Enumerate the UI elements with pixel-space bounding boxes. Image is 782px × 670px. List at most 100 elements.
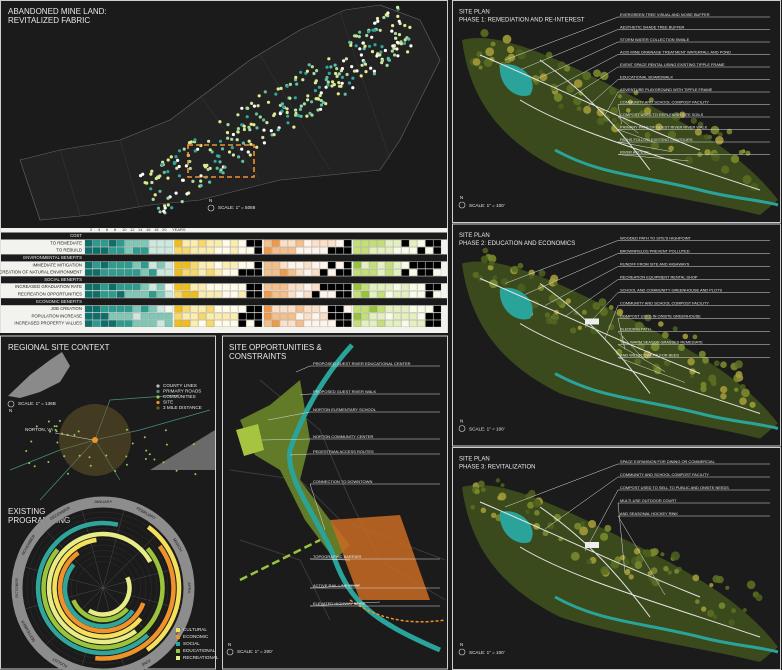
community-dot [143,436,146,439]
matrix-cell [148,320,157,327]
mine-site-dot [306,94,310,98]
mine-site-dot [141,172,145,176]
community-dot [28,462,31,465]
mine-site-dot [380,61,384,65]
matrix-cell [206,269,215,276]
phase-label: PRIMARY PATH OF GUEST RIVER RIVER WALK [620,125,708,130]
site-title: SITE OPPORTUNITIES & [229,343,322,352]
matrix-cell [100,239,109,247]
mine-site-dot [218,160,222,164]
matrix-cell [401,320,410,327]
matrix-cell [174,247,183,255]
matrix-cell [401,291,410,298]
leader-line [617,104,622,125]
tree [588,520,597,528]
matrix-cell [343,283,352,291]
matrix-cell [190,320,199,327]
matrix-cell [369,247,378,255]
phase-heading: SITE PLAN [459,457,490,463]
phase-label: MULTI-USE OUTDOOR COURT [620,498,677,503]
matrix-cell [263,291,272,298]
legend-label: COUNTY LINES [163,383,197,388]
tree [628,99,633,105]
matrix-cell [393,291,402,298]
tree [527,501,535,509]
tree [755,594,763,602]
legend-swatch [176,649,180,653]
matrix-cell [295,247,304,255]
legend-label: SOCIAL [183,641,200,646]
community-dot [78,454,81,457]
matrix-cell [116,239,125,247]
matrix-cell [246,239,255,247]
community-dot [58,419,61,422]
north-arrow [458,425,466,432]
mine-site-dot [175,166,179,170]
matrix-cell [409,291,418,298]
mine-site-dot [402,41,407,46]
mine-site-dot [409,44,413,48]
matrix-cell [206,291,215,298]
matrix-cell [132,312,141,320]
matrix-cell [353,269,362,276]
tree [480,28,489,38]
tree [474,489,480,495]
tree [742,607,747,613]
tree [485,47,495,57]
matrix-cell [271,291,280,298]
matrix-cell [433,320,442,327]
tree [538,269,546,277]
leader-line [584,292,619,328]
matrix-cell [84,269,93,276]
tree [532,499,541,508]
community-dot [114,470,117,472]
leader-line [617,129,656,143]
matrix-cell [433,239,442,247]
matrix-cell [385,247,394,255]
matrix-cell [393,247,402,255]
phase-label: ADVENTURE PLAYGROUND WITH TIPPLE FRAME [620,87,713,92]
matrix-cell [132,269,141,276]
matrix-cell [271,247,280,255]
mine-site-dot [263,90,267,94]
matrix-header-band [1,232,447,240]
tree [551,313,560,321]
state-silhouette [8,352,70,398]
matrix-cell [425,305,434,313]
legend-swatch [156,389,160,394]
matrix-cell [124,269,133,276]
tree [720,386,728,394]
matrix-cell [132,239,141,247]
matrix-cell [377,247,386,255]
site-label: PEDESTRIAN ACCESS ROUTES [313,449,374,454]
matrix-cell [287,312,296,320]
matrix-cell [279,247,288,255]
tree [617,94,623,99]
matrix-cell [319,247,328,255]
mine-site-dot [375,54,379,58]
phase-label: RIVER ACCESS [620,150,649,155]
matrix-row-label: TO REBUILD [56,248,82,253]
matrix-header-band [1,254,447,262]
matrix-cell [385,283,394,291]
matrix-cell [190,312,199,320]
year-label: 12 [130,227,135,232]
community-dot [192,443,195,446]
site-point [92,437,98,443]
matrix-cell [311,283,320,291]
mine-site-dot [375,16,380,21]
matrix-cell [369,312,378,320]
matrix-cell [124,291,133,298]
matrix-cell [319,283,328,291]
green-zone [240,380,350,560]
phase-label: WOODED PATH TO SITE'S HIGHPOINT [620,236,692,241]
month-label: APRIL [187,582,192,594]
matrix-cell [230,312,239,320]
phase-label: AND WILDFLOWERS FOR BEES [620,353,679,358]
matrix-cell [361,269,370,276]
matrix-row-label: COST [70,233,82,238]
matrix-cell [156,305,165,313]
mine-site-dot [299,104,303,108]
matrix-cell [198,291,207,298]
matrix-cell [271,305,280,313]
